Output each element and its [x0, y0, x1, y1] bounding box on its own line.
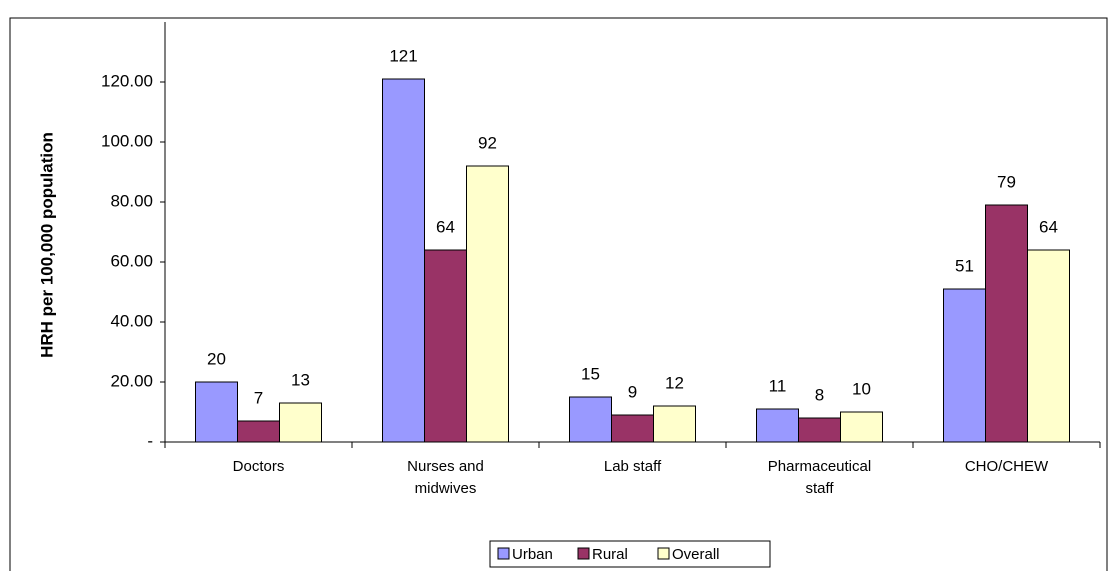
data-label: 10: [852, 379, 871, 398]
x-tick-label: Doctors: [232, 458, 285, 475]
bar: [195, 381, 238, 443]
bar: [653, 405, 696, 443]
data-label: 15: [581, 364, 600, 383]
y-tick-label: 80.00: [110, 191, 153, 210]
data-label: 121: [389, 46, 417, 65]
legend-label: Overall: [672, 546, 720, 563]
data-label: 8: [815, 385, 824, 404]
legend-label: Urban: [512, 546, 553, 563]
bar: [466, 165, 509, 443]
data-label: 12: [665, 373, 684, 392]
y-tick-label: 20.00: [110, 371, 153, 390]
y-tick-label: 60.00: [110, 251, 153, 270]
data-label: 9: [628, 382, 637, 401]
legend-label: Rural: [592, 546, 628, 563]
bar: [943, 288, 986, 443]
data-label: 7: [254, 388, 263, 407]
bar: [279, 402, 322, 443]
legend-swatch: [657, 547, 670, 560]
data-label: 79: [997, 172, 1016, 191]
data-label: 64: [1039, 217, 1058, 236]
bar: [237, 420, 280, 443]
bar: [569, 396, 612, 443]
bar: [1027, 249, 1070, 443]
bar: [798, 417, 841, 443]
bar: [424, 249, 467, 443]
x-tick-label: Pharmaceutical staff: [767, 458, 872, 497]
y-tick-label: 120.00: [101, 71, 153, 90]
bar: [611, 414, 654, 443]
legend-box: [489, 540, 771, 568]
bar: [382, 78, 425, 443]
data-label: 51: [955, 256, 974, 275]
legend-swatch: [577, 547, 590, 560]
data-label: 11: [769, 376, 787, 395]
data-label: 92: [478, 133, 497, 152]
x-tick-label: CHO/CHEW: [964, 458, 1049, 475]
chart-frame: [9, 17, 1108, 571]
data-label: 64: [436, 217, 455, 236]
y-axis-label: HRH per 100,000 population: [37, 132, 56, 358]
y-tick-label: 40.00: [110, 311, 153, 330]
bar: [840, 411, 883, 443]
x-tick-label: Nurses and midwives: [407, 458, 484, 497]
data-label: 13: [291, 370, 310, 389]
y-tick-label: -: [147, 431, 153, 450]
y-tick-label: 100.00: [101, 131, 153, 150]
data-label: 20: [207, 349, 226, 368]
x-tick-label: Lab staff: [603, 458, 662, 475]
bar: [756, 408, 799, 443]
legend-swatch: [497, 547, 510, 560]
bar: [985, 204, 1028, 443]
